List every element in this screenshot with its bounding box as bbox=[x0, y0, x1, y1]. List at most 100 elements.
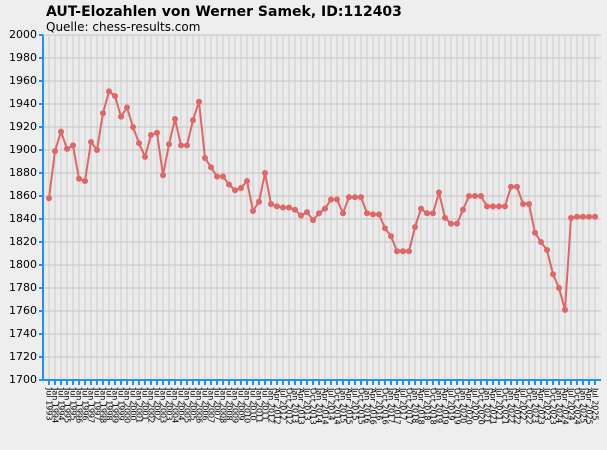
x-tick-label: Jul 2012 bbox=[279, 387, 288, 421]
y-tick-label: 1780 bbox=[9, 281, 37, 294]
data-point bbox=[142, 153, 148, 160]
chart-subtitle: Quelle: chess-results.com bbox=[46, 20, 200, 34]
data-point bbox=[208, 164, 214, 171]
data-point bbox=[514, 183, 520, 190]
data-point bbox=[46, 195, 52, 202]
data-point bbox=[364, 210, 370, 217]
x-tick-label: Jan 2014 bbox=[315, 387, 324, 423]
data-point bbox=[568, 214, 574, 221]
x-tick-label: Jul 1994 bbox=[57, 387, 66, 421]
x-tick-label: Apr 2020 bbox=[465, 388, 474, 425]
y-tick-label: 1740 bbox=[9, 327, 37, 340]
data-point bbox=[256, 198, 262, 205]
data-point bbox=[58, 128, 64, 135]
data-point bbox=[370, 211, 376, 218]
x-tick-label: Jan 1998 bbox=[99, 387, 108, 423]
x-tick-label: Jan 2019 bbox=[435, 387, 444, 423]
x-tick-label: Jan 2010 bbox=[243, 387, 252, 423]
x-tick-label: Jan 2025 bbox=[579, 387, 588, 423]
data-point bbox=[550, 271, 556, 278]
data-point bbox=[178, 142, 184, 149]
y-tick-label: 1700 bbox=[9, 373, 37, 386]
data-point bbox=[148, 132, 154, 139]
x-tick-label: Apr 2016 bbox=[369, 388, 378, 425]
data-point bbox=[472, 193, 478, 199]
y-tick-label: 1960 bbox=[9, 74, 37, 87]
data-point bbox=[496, 203, 502, 210]
x-tick-label: Oct 2023 bbox=[549, 388, 558, 425]
data-point bbox=[94, 147, 100, 153]
data-point bbox=[250, 207, 256, 214]
data-point bbox=[334, 196, 340, 203]
data-point bbox=[592, 213, 598, 220]
data-point bbox=[502, 203, 508, 210]
data-point bbox=[190, 117, 196, 124]
data-point bbox=[484, 203, 490, 210]
x-tick-label: Jul 2016 bbox=[375, 387, 384, 421]
y-tick-label: 1720 bbox=[9, 350, 37, 363]
x-tick-label: Jul 2008 bbox=[225, 387, 234, 421]
x-tick-label: Jan 2012 bbox=[267, 387, 276, 423]
data-point bbox=[76, 175, 82, 182]
data-point bbox=[100, 110, 106, 117]
data-point bbox=[232, 187, 238, 194]
data-point bbox=[586, 213, 592, 220]
x-tick-label: Jul 2018 bbox=[423, 387, 432, 421]
x-tick-label: Jan 2013 bbox=[291, 387, 300, 423]
x-tick-label: Jan 2007 bbox=[207, 387, 216, 423]
data-point bbox=[580, 213, 586, 220]
y-tick-label: 1900 bbox=[9, 143, 37, 156]
x-tick-label: Jul 2002 bbox=[153, 387, 162, 421]
data-point bbox=[424, 210, 430, 217]
y-tick-label: 1860 bbox=[9, 189, 37, 202]
data-point bbox=[412, 224, 418, 231]
x-tick-label: Oct 2020 bbox=[477, 388, 486, 425]
x-tick-label: Jul 2005 bbox=[189, 387, 198, 421]
data-point bbox=[544, 247, 550, 254]
y-tick-label: 1940 bbox=[9, 97, 37, 110]
data-point bbox=[442, 214, 448, 221]
x-tick-label: Apr 2012 bbox=[273, 388, 282, 425]
x-tick-label: Jul 2015 bbox=[351, 387, 360, 421]
x-tick-label: Oct 2018 bbox=[429, 388, 438, 425]
data-point bbox=[220, 173, 226, 180]
x-tick-label: Apr 2014 bbox=[321, 388, 330, 425]
x-tick-label: Jan 2021 bbox=[483, 387, 492, 423]
x-tick-label: Jan 2002 bbox=[147, 387, 156, 423]
y-tick-label: 1760 bbox=[9, 304, 37, 317]
data-point bbox=[562, 306, 568, 313]
data-point bbox=[406, 248, 412, 255]
x-tick-label: Jan 2018 bbox=[411, 387, 420, 423]
x-tick-label: Jul 2007 bbox=[213, 387, 222, 421]
data-point bbox=[244, 178, 250, 185]
data-point bbox=[214, 173, 220, 180]
y-tick-label: 1980 bbox=[9, 51, 37, 64]
x-tick-label: Jul 2025 bbox=[591, 387, 600, 421]
x-tick-label: Jan 2009 bbox=[231, 387, 240, 423]
data-point bbox=[160, 172, 166, 179]
data-point bbox=[454, 220, 460, 227]
x-tick-label: Apr 2017 bbox=[393, 388, 402, 425]
x-tick-label: Jul 2022 bbox=[519, 387, 528, 421]
data-point bbox=[430, 210, 436, 217]
x-tick-label: Jul 2001 bbox=[141, 387, 150, 421]
data-point bbox=[310, 217, 316, 224]
x-tick-label: Jul 1993 bbox=[45, 387, 54, 421]
data-point bbox=[532, 229, 538, 236]
data-point bbox=[346, 194, 352, 201]
data-point bbox=[106, 88, 112, 95]
chart-title: AUT-Elozahlen von Werner Samek, ID:11240… bbox=[46, 4, 402, 20]
data-point bbox=[394, 248, 400, 255]
x-tick-label: Oct 2012 bbox=[285, 388, 294, 425]
data-point bbox=[52, 148, 58, 155]
x-tick-label: Jul 2000 bbox=[129, 387, 138, 421]
data-point bbox=[172, 115, 178, 122]
x-tick-label: Jan 2008 bbox=[219, 387, 228, 423]
x-tick-label: Jul 2010 bbox=[249, 387, 258, 421]
x-tick-label: Oct 2024 bbox=[573, 388, 582, 425]
x-tick-label: Apr 2021 bbox=[489, 388, 498, 425]
x-tick-label: Jan 2001 bbox=[135, 387, 144, 423]
data-point bbox=[136, 140, 142, 147]
x-tick-label: Jul 2021 bbox=[495, 387, 504, 421]
data-point bbox=[196, 98, 202, 105]
